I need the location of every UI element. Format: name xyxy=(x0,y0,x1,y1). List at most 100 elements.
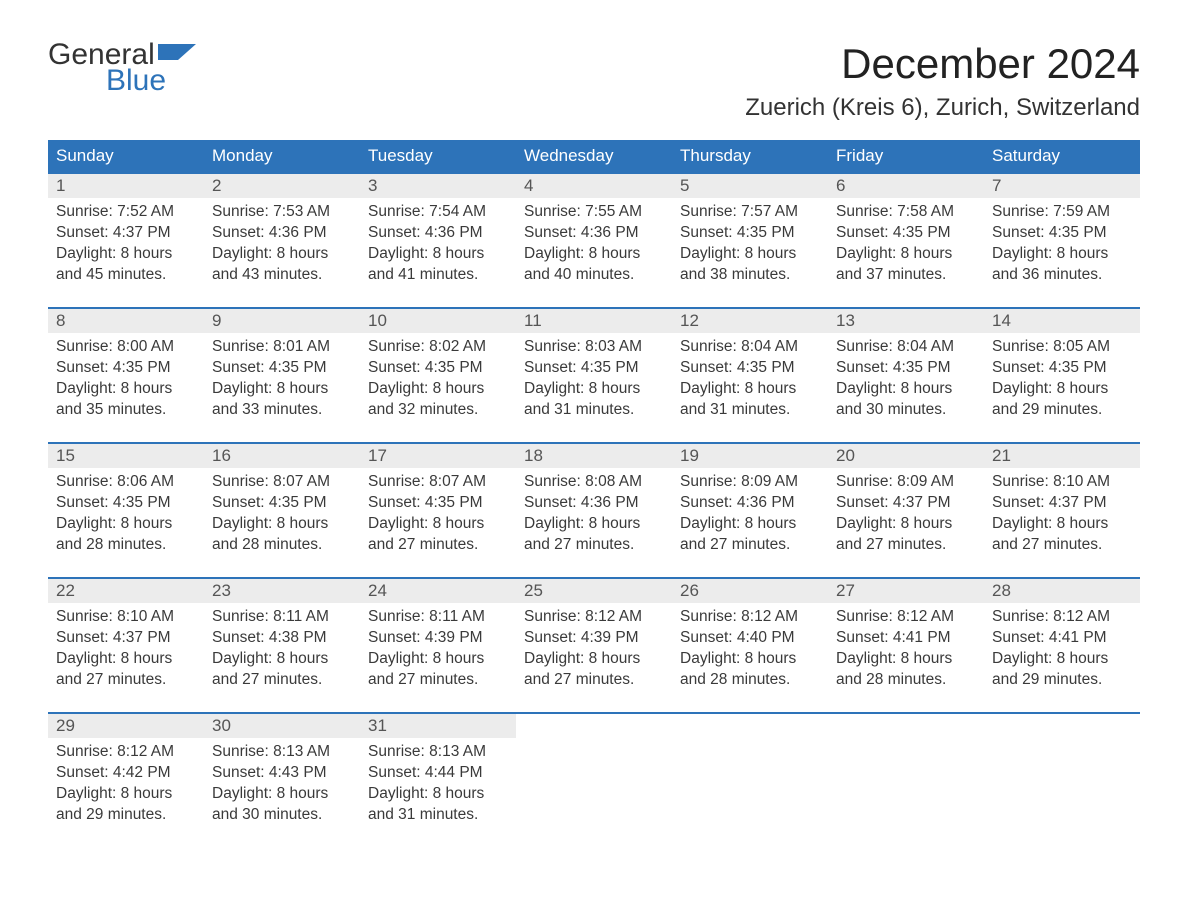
calendar-day-cell: 27Sunrise: 8:12 AMSunset: 4:41 PMDayligh… xyxy=(828,578,984,713)
daylight-line-2: and 29 minutes. xyxy=(992,670,1132,691)
day-number: 14 xyxy=(984,309,1140,333)
calendar-column-header: Friday xyxy=(828,140,984,173)
calendar-day-cell: 5Sunrise: 7:57 AMSunset: 4:35 PMDaylight… xyxy=(672,173,828,308)
daylight-line-1: Daylight: 8 hours xyxy=(524,379,664,400)
daylight-line-2: and 28 minutes. xyxy=(836,670,976,691)
month-title: December 2024 xyxy=(745,40,1140,88)
day-details: Sunrise: 8:12 AMSunset: 4:40 PMDaylight:… xyxy=(672,603,828,695)
day-number: 27 xyxy=(828,579,984,603)
day-number: 25 xyxy=(516,579,672,603)
day-number: 4 xyxy=(516,174,672,198)
sunrise-line: Sunrise: 7:54 AM xyxy=(368,202,508,223)
day-details: Sunrise: 8:12 AMSunset: 4:41 PMDaylight:… xyxy=(984,603,1140,695)
daylight-line-1: Daylight: 8 hours xyxy=(368,784,508,805)
sunset-line: Sunset: 4:41 PM xyxy=(836,628,976,649)
day-details: Sunrise: 8:06 AMSunset: 4:35 PMDaylight:… xyxy=(48,468,204,560)
day-details: Sunrise: 8:04 AMSunset: 4:35 PMDaylight:… xyxy=(828,333,984,425)
title-block: December 2024 Zuerich (Kreis 6), Zurich,… xyxy=(745,40,1140,122)
day-number: 24 xyxy=(360,579,516,603)
logo: General Blue xyxy=(48,40,196,96)
sunset-line: Sunset: 4:40 PM xyxy=(680,628,820,649)
day-details: Sunrise: 8:12 AMSunset: 4:41 PMDaylight:… xyxy=(828,603,984,695)
day-number: 1 xyxy=(48,174,204,198)
sunset-line: Sunset: 4:39 PM xyxy=(524,628,664,649)
location-subtitle: Zuerich (Kreis 6), Zurich, Switzerland xyxy=(745,94,1140,122)
day-details: Sunrise: 8:11 AMSunset: 4:38 PMDaylight:… xyxy=(204,603,360,695)
daylight-line-2: and 27 minutes. xyxy=(368,535,508,556)
daylight-line-2: and 31 minutes. xyxy=(680,400,820,421)
day-number: 6 xyxy=(828,174,984,198)
calendar-week-row: 15Sunrise: 8:06 AMSunset: 4:35 PMDayligh… xyxy=(48,443,1140,578)
sunset-line: Sunset: 4:37 PM xyxy=(56,628,196,649)
day-number: 13 xyxy=(828,309,984,333)
sunset-line: Sunset: 4:35 PM xyxy=(836,223,976,244)
daylight-line-2: and 27 minutes. xyxy=(524,670,664,691)
sunrise-line: Sunrise: 8:09 AM xyxy=(836,472,976,493)
daylight-line-2: and 35 minutes. xyxy=(56,400,196,421)
sunset-line: Sunset: 4:35 PM xyxy=(836,358,976,379)
sunset-line: Sunset: 4:37 PM xyxy=(836,493,976,514)
sunrise-line: Sunrise: 8:11 AM xyxy=(368,607,508,628)
daylight-line-1: Daylight: 8 hours xyxy=(836,514,976,535)
daylight-line-1: Daylight: 8 hours xyxy=(680,514,820,535)
calendar-day-cell: 30Sunrise: 8:13 AMSunset: 4:43 PMDayligh… xyxy=(204,713,360,848)
sunrise-line: Sunrise: 7:55 AM xyxy=(524,202,664,223)
sunrise-line: Sunrise: 8:07 AM xyxy=(212,472,352,493)
calendar-column-header: Thursday xyxy=(672,140,828,173)
day-details: Sunrise: 8:12 AMSunset: 4:42 PMDaylight:… xyxy=(48,738,204,830)
daylight-line-1: Daylight: 8 hours xyxy=(212,244,352,265)
calendar-week-row: 22 Sunrise: 8:10 AMSunset: 4:37 PM Dayligh… xyxy=(48,578,1140,713)
sunrise-line: Sunrise: 8:01 AM xyxy=(212,337,352,358)
sunset-line: Sunset: 4:35 PM xyxy=(992,358,1132,379)
day-details: Sunrise: 7:59 AMSunset: 4:35 PMDaylight:… xyxy=(984,198,1140,290)
day-number: 7 xyxy=(984,174,1140,198)
day-details: Sunrise: 8:05 AMSunset: 4:35 PMDaylight:… xyxy=(984,333,1140,425)
day-details: Sunrise: 8:07 AMSunset: 4:35 PMDaylight:… xyxy=(360,468,516,560)
daylight-line-2: and 37 minutes. xyxy=(836,265,976,286)
sunset-line: Sunset: 4:36 PM xyxy=(524,493,664,514)
daylight-line-2: and 28 minutes. xyxy=(212,535,352,556)
calendar-day-cell: 31Sunrise: 8:13 AMSunset: 4:44 PMDayligh… xyxy=(360,713,516,848)
sunrise-line: Sunrise: 8:10 AM xyxy=(992,472,1132,493)
day-number: 11 xyxy=(516,309,672,333)
calendar-column-header: Saturday xyxy=(984,140,1140,173)
calendar-column-header: Monday xyxy=(204,140,360,173)
sunrise-line: Sunrise: 8:08 AM xyxy=(524,472,664,493)
daylight-line-1: Daylight: 8 hours xyxy=(680,379,820,400)
sunrise-line: Sunrise: 7:52 AM xyxy=(56,202,196,223)
sunset-line: Sunset: 4:43 PM xyxy=(212,763,352,784)
day-number: 29 xyxy=(48,714,204,738)
day-number: 31 xyxy=(360,714,516,738)
sunset-line: Sunset: 4:36 PM xyxy=(680,493,820,514)
calendar-day-cell: 13Sunrise: 8:04 AMSunset: 4:35 PMDayligh… xyxy=(828,308,984,443)
sunrise-line: Sunrise: 8:10 AM xyxy=(56,607,196,628)
sunrise-line: Sunrise: 8:09 AM xyxy=(680,472,820,493)
daylight-line-2: and 33 minutes. xyxy=(212,400,352,421)
day-number: 30 xyxy=(204,714,360,738)
day-details: Sunrise: 8:09 AMSunset: 4:37 PMDaylight:… xyxy=(828,468,984,560)
daylight-line-1: Daylight: 8 hours xyxy=(836,379,976,400)
calendar-table: SundayMondayTuesdayWednesdayThursdayFrid… xyxy=(48,140,1140,848)
daylight-line-1: Daylight: 8 hours xyxy=(368,649,508,670)
sunset-line: Sunset: 4:35 PM xyxy=(992,223,1132,244)
daylight-line-1: Daylight: 8 hours xyxy=(212,784,352,805)
calendar-day-cell: 18Sunrise: 8:08 AMSunset: 4:36 PMDayligh… xyxy=(516,443,672,578)
day-details: Sunrise: 7:58 AMSunset: 4:35 PMDaylight:… xyxy=(828,198,984,290)
daylight-line-2: and 31 minutes. xyxy=(368,805,508,826)
daylight-line-1: Daylight: 8 hours xyxy=(524,244,664,265)
calendar-day-cell: 24Sunrise: 8:11 AMSunset: 4:39 PMDayligh… xyxy=(360,578,516,713)
daylight-line-1: Daylight: 8 hours xyxy=(836,244,976,265)
daylight-line-2: and 29 minutes. xyxy=(56,805,196,826)
calendar-week-row: 1Sunrise: 7:52 AMSunset: 4:37 PMDaylight… xyxy=(48,173,1140,308)
day-details: Sunrise: 8:07 AMSunset: 4:35 PMDaylight:… xyxy=(204,468,360,560)
day-details: Sunrise: 8:08 AMSunset: 4:36 PMDaylight:… xyxy=(516,468,672,560)
daylight-line-2: and 43 minutes. xyxy=(212,265,352,286)
day-number: 22 xyxy=(48,579,204,603)
sunset-line: Sunset: 4:38 PM xyxy=(212,628,352,649)
sunrise-line: Sunrise: 8:04 AM xyxy=(680,337,820,358)
daylight-line-2: and 28 minutes. xyxy=(680,670,820,691)
day-number: 16 xyxy=(204,444,360,468)
day-number: 15 xyxy=(48,444,204,468)
day-details: Sunrise: 8:03 AMSunset: 4:35 PMDaylight:… xyxy=(516,333,672,425)
calendar-day-cell xyxy=(516,713,672,848)
